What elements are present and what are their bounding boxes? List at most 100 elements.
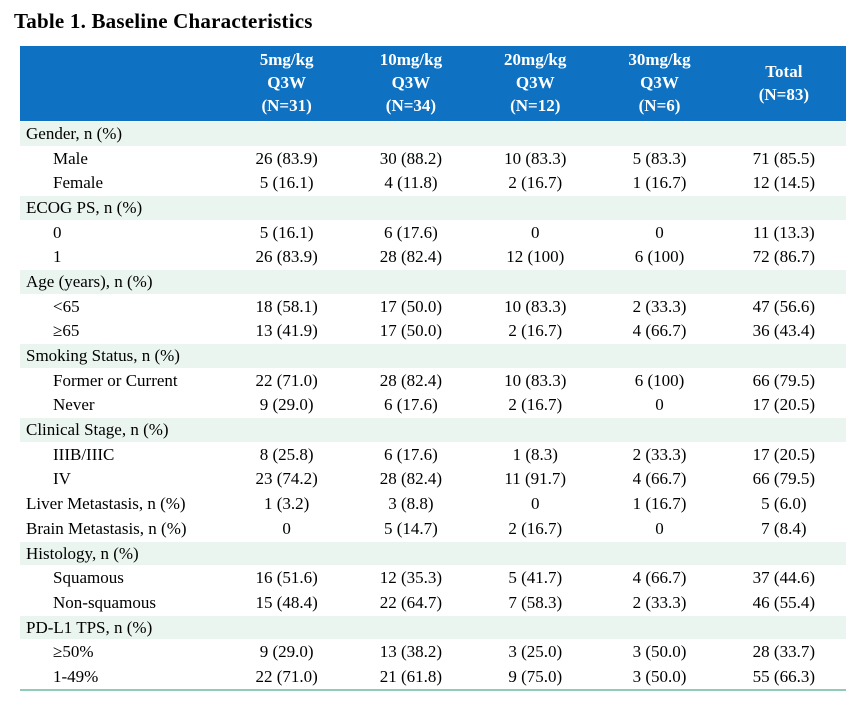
cell-value	[473, 195, 598, 221]
table-row: Never 9 (29.0) 6 (17.6) 2 (16.7) 0 17 (20.5)	[20, 392, 846, 418]
cell-value: 0	[597, 392, 722, 418]
row-label: 1	[20, 244, 225, 270]
cell-value: 3 (50.0)	[597, 639, 722, 665]
cell-value: 5 (16.1)	[224, 170, 349, 196]
cell-value	[597, 269, 722, 295]
cell-value	[473, 417, 598, 443]
row-label: Histology, n (%)	[20, 540, 225, 566]
cell-value: 12 (100)	[473, 244, 598, 270]
column-header-line: (N=6)	[638, 95, 681, 115]
cell-value: 6 (100)	[597, 244, 722, 270]
cell-value: 1 (16.7)	[597, 170, 722, 196]
cell-value: 1 (16.7)	[597, 491, 722, 517]
cell-value: 18 (58.1)	[224, 293, 349, 319]
cell-value: 55 (66.3)	[721, 664, 846, 691]
column-header: 10mg/kg Q3W (N=34)	[348, 46, 474, 122]
cell-value: 13 (41.9)	[224, 318, 349, 344]
cell-value	[473, 614, 598, 640]
row-label: Female	[20, 170, 225, 196]
column-header: 20mg/kg Q3W (N=12)	[473, 46, 598, 122]
table-row: Non-squamous 15 (48.4) 22 (64.7) 7 (58.3) 2 …	[20, 590, 846, 616]
column-header-line: (N=83)	[758, 84, 809, 104]
cell-value: 6 (17.6)	[348, 219, 474, 245]
column-header-line: Total	[765, 61, 803, 81]
cell-value	[721, 121, 846, 147]
section-row: Gender, n (%)	[20, 121, 846, 147]
cell-value: 6 (17.6)	[348, 441, 474, 468]
cell-value: 46 (55.4)	[721, 590, 846, 616]
section-row: Histology, n (%)	[20, 540, 846, 566]
cell-value	[473, 269, 598, 295]
row-label: Non-squamous	[20, 590, 225, 616]
cell-value: 66 (79.5)	[721, 367, 846, 394]
cell-value: 17 (50.0)	[348, 293, 474, 319]
table-row: 1 26 (83.9) 28 (82.4) 12 (100) 6 (100) 72 (86…	[20, 244, 846, 270]
row-label: Brain Metastasis, n (%)	[20, 516, 225, 542]
row-label: IIIB/IIIC	[20, 441, 225, 468]
cell-value: 23 (74.2)	[224, 466, 349, 492]
cell-value	[597, 343, 722, 369]
table-row: ≥65 13 (41.9) 17 (50.0) 2 (16.7) 4 (66.7) 36 …	[20, 318, 846, 344]
cell-value: 4 (66.7)	[597, 318, 722, 344]
cell-value	[348, 121, 474, 147]
row-label: <65	[20, 293, 225, 319]
row-label: 1-49%	[20, 664, 225, 691]
cell-value: 2 (33.3)	[597, 293, 722, 319]
row-label-header	[20, 46, 225, 122]
cell-value: 5 (16.1)	[224, 219, 349, 245]
cell-value	[473, 540, 598, 566]
cell-value: 1 (8.3)	[473, 441, 598, 468]
cell-value	[721, 269, 846, 295]
cell-value: 0	[597, 516, 722, 542]
cell-value: 5 (14.7)	[348, 516, 474, 542]
row-label: ≥65	[20, 318, 225, 344]
table-row: 1-49% 22 (71.0) 21 (61.8) 9 (75.0) 3 (50.0) 5…	[20, 664, 846, 691]
cell-value	[348, 343, 474, 369]
column-header-line: (N=12)	[510, 95, 561, 115]
column-header-line: Q3W	[515, 73, 555, 93]
column-header-line: Q3W	[391, 73, 431, 93]
row-label: Squamous	[20, 565, 225, 591]
column-header-line: Q3W	[267, 73, 306, 93]
column-header: Total (N=83)	[721, 46, 846, 122]
column-header-line: 10mg/kg	[379, 50, 443, 70]
cell-value: 10 (83.3)	[473, 145, 598, 171]
column-header-line: (N=31)	[261, 95, 312, 115]
header-row: 5mg/kg Q3W (N=31) 10mg/kg Q3W (N=34) 20mg/kg Q3…	[20, 46, 846, 122]
cell-value: 9 (75.0)	[473, 664, 598, 691]
column-header-line: 30mg/kg	[628, 50, 691, 70]
cell-value: 2 (16.7)	[473, 318, 598, 344]
cell-value	[348, 540, 474, 566]
cell-value	[597, 195, 722, 221]
cell-value	[597, 121, 722, 147]
cell-value: 10 (83.3)	[473, 367, 598, 394]
cell-value: 4 (11.8)	[348, 170, 474, 196]
cell-value	[348, 195, 474, 221]
cell-value: 28 (82.4)	[348, 244, 474, 270]
cell-value: 22 (64.7)	[348, 590, 474, 616]
row-label: Gender, n (%)	[20, 121, 225, 147]
cell-value: 28 (82.4)	[348, 367, 474, 394]
cell-value: 2 (33.3)	[597, 590, 722, 616]
cell-value: 6 (17.6)	[348, 392, 474, 418]
row-label: Never	[20, 392, 225, 418]
cell-value	[597, 540, 722, 566]
cell-value: 0	[473, 219, 598, 245]
section-row: Clinical Stage, n (%)	[20, 417, 846, 443]
row-label: Age (years), n (%)	[20, 269, 225, 295]
table-row: IV 23 (74.2) 28 (82.4) 11 (91.7) 4 (66.7) 66 …	[20, 466, 846, 492]
column-header-line: (N=34)	[385, 95, 437, 115]
cell-value: 17 (20.5)	[721, 441, 846, 468]
table-row: Female 5 (16.1) 4 (11.8) 2 (16.7) 1 (16.7) 12…	[20, 170, 846, 196]
cell-value	[721, 614, 846, 640]
cell-value	[721, 343, 846, 369]
table-row: IIIB/IIIC 8 (25.8) 6 (17.6) 1 (8.3) 2 (33.3)…	[20, 441, 846, 468]
cell-value: 12 (35.3)	[348, 565, 474, 591]
cell-value: 36 (43.4)	[721, 318, 846, 344]
row-label: Former or Current	[20, 367, 225, 394]
cell-value: 5 (83.3)	[597, 145, 722, 171]
cell-value: 3 (8.8)	[348, 491, 474, 517]
cell-value	[348, 417, 474, 443]
row-label: Smoking Status, n (%)	[20, 343, 225, 369]
